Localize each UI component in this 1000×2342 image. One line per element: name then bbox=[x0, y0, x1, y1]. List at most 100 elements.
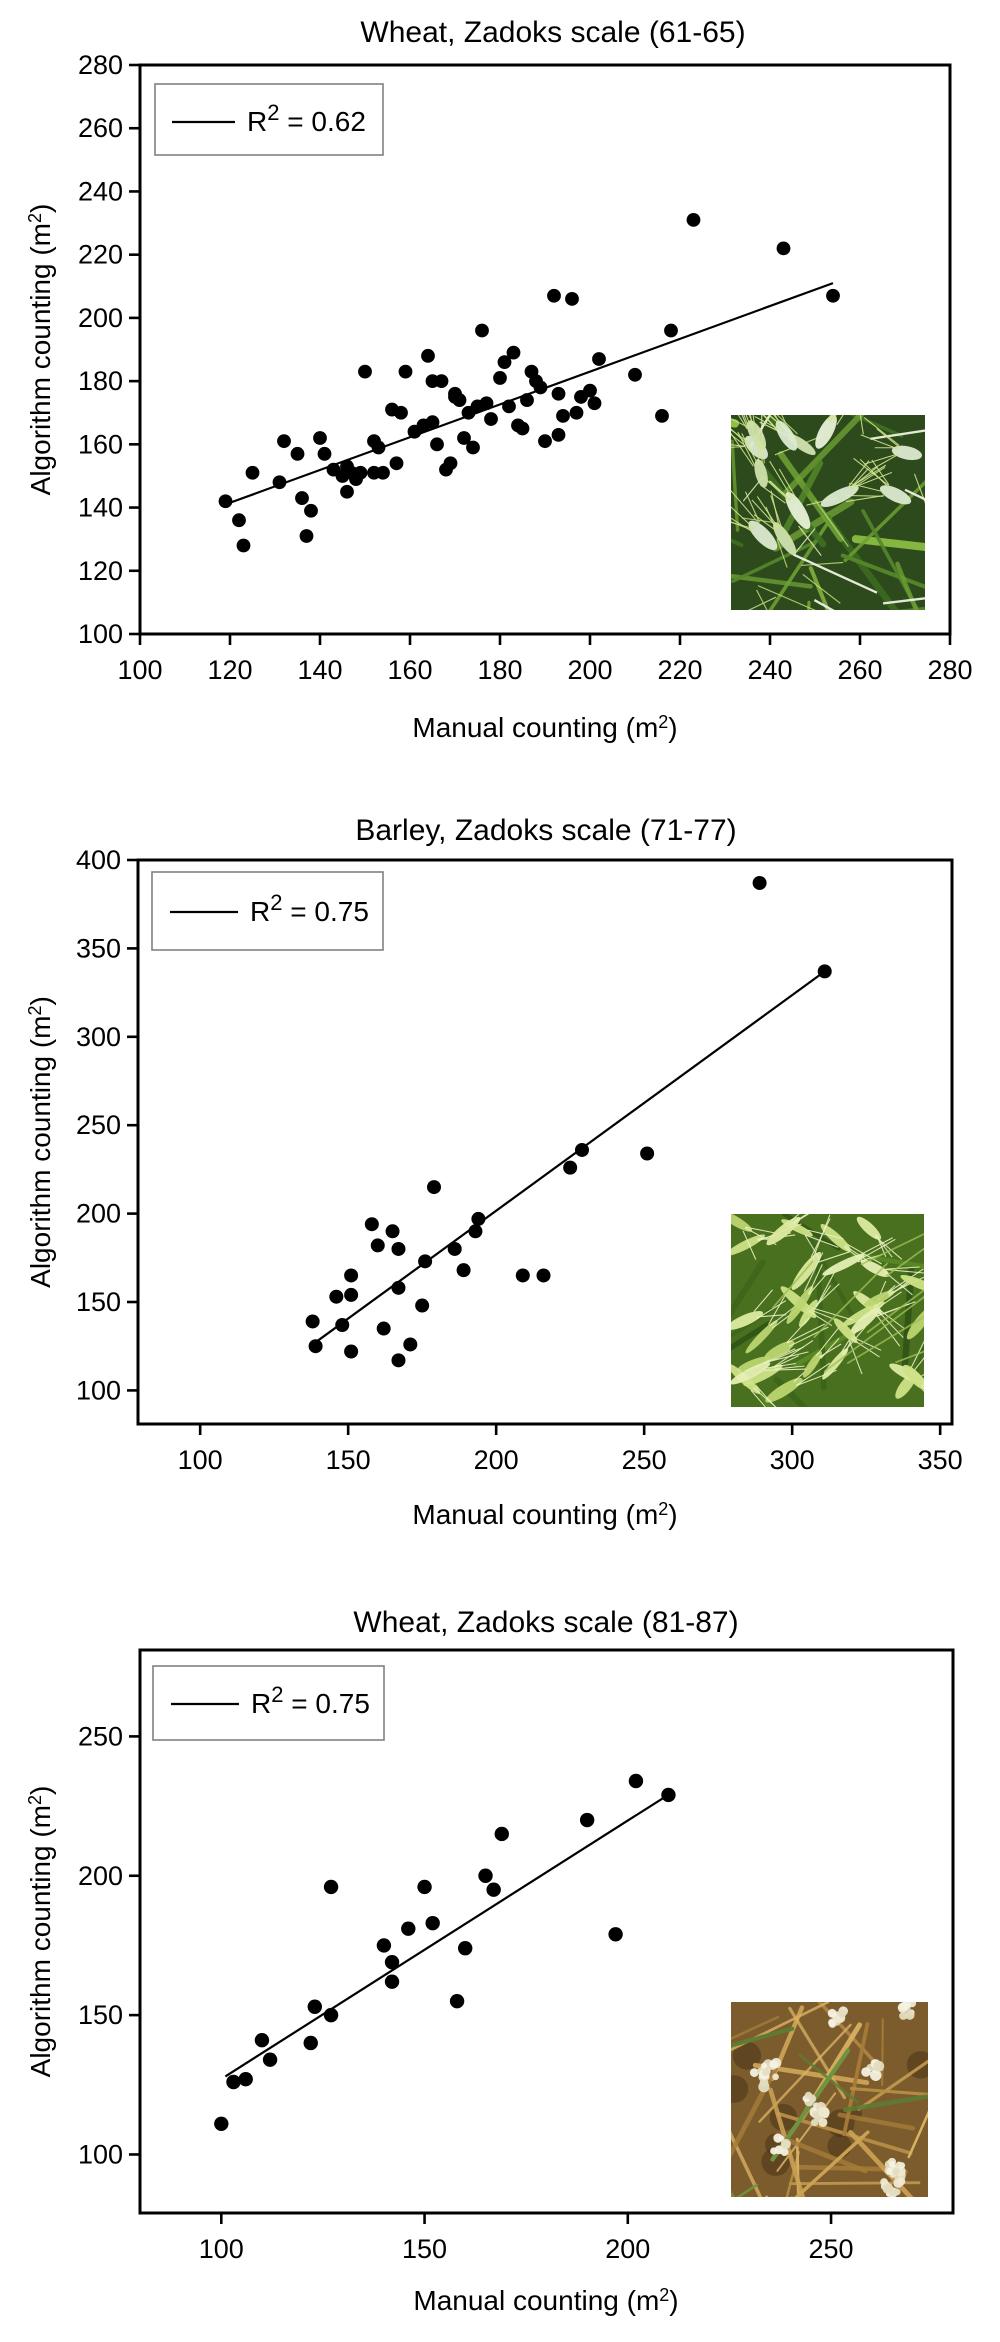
data-point bbox=[372, 441, 386, 455]
data-point bbox=[385, 1974, 399, 1988]
data-point bbox=[324, 1880, 338, 1894]
data-point bbox=[304, 2036, 318, 2050]
data-point bbox=[516, 422, 530, 436]
y-axis-label: Algorithm counting (m2) bbox=[25, 1786, 56, 2078]
data-point bbox=[507, 346, 521, 360]
inset-leaf bbox=[882, 2019, 883, 2085]
data-point bbox=[238, 2072, 252, 2086]
data-point bbox=[377, 1938, 391, 1952]
data-point bbox=[371, 1238, 385, 1252]
y-tick-label: 240 bbox=[78, 176, 123, 206]
data-point bbox=[385, 1955, 399, 1969]
data-point bbox=[480, 396, 494, 410]
plot-background bbox=[0, 783, 1000, 1560]
data-point bbox=[655, 409, 669, 423]
x-tick-label: 100 bbox=[117, 655, 162, 685]
data-point bbox=[583, 384, 597, 398]
y-tick-label: 150 bbox=[76, 1287, 121, 1317]
data-point bbox=[502, 400, 516, 414]
x-tick-label: 300 bbox=[770, 1445, 815, 1475]
data-point bbox=[377, 1322, 391, 1336]
data-point bbox=[246, 466, 260, 480]
data-point bbox=[358, 365, 372, 379]
data-point bbox=[495, 1827, 509, 1841]
data-point bbox=[565, 292, 579, 306]
x-tick-label: 350 bbox=[918, 1445, 963, 1475]
y-tick-label: 250 bbox=[78, 1721, 123, 1751]
data-point bbox=[475, 324, 489, 338]
x-tick-label: 150 bbox=[402, 2234, 447, 2264]
data-point bbox=[335, 1318, 349, 1332]
data-point bbox=[628, 368, 642, 382]
x-tick-label: 220 bbox=[657, 655, 702, 685]
data-point bbox=[537, 1268, 551, 1282]
x-tick-label: 100 bbox=[199, 2234, 244, 2264]
data-point bbox=[365, 1217, 379, 1231]
data-point bbox=[344, 1288, 358, 1302]
data-point bbox=[255, 2033, 269, 2047]
data-point bbox=[484, 412, 498, 426]
data-point bbox=[390, 456, 404, 470]
data-point bbox=[300, 529, 314, 543]
data-point bbox=[391, 1281, 405, 1295]
y-axis-label: Algorithm counting (m2) bbox=[25, 204, 56, 496]
x-tick-label: 120 bbox=[207, 655, 252, 685]
plot-background bbox=[0, 1565, 1000, 2337]
data-point bbox=[263, 2053, 277, 2067]
data-point bbox=[391, 1242, 405, 1256]
inset-shadow bbox=[827, 2134, 851, 2158]
legend-label: R2 = 0.62 bbox=[247, 100, 366, 137]
data-point bbox=[629, 1774, 643, 1788]
data-point bbox=[444, 456, 458, 470]
data-point bbox=[304, 504, 318, 518]
y-tick-label: 350 bbox=[76, 933, 121, 963]
y-tick-label: 200 bbox=[76, 1199, 121, 1229]
data-point bbox=[493, 371, 507, 385]
data-point bbox=[753, 876, 767, 890]
data-point bbox=[575, 1143, 589, 1157]
x-tick-label: 240 bbox=[747, 655, 792, 685]
data-point bbox=[486, 1882, 500, 1896]
data-point bbox=[426, 415, 440, 429]
y-tick-label: 400 bbox=[76, 845, 121, 875]
data-point bbox=[399, 365, 413, 379]
data-point bbox=[421, 349, 435, 363]
x-axis-label: Manual counting (m2) bbox=[412, 1499, 677, 1530]
y-tick-label: 120 bbox=[78, 556, 123, 586]
x-tick-label: 200 bbox=[567, 655, 612, 685]
data-point bbox=[450, 1994, 464, 2008]
y-axis-label: Algorithm counting (m2) bbox=[25, 996, 56, 1288]
data-point bbox=[329, 1290, 343, 1304]
data-point bbox=[458, 1941, 472, 1955]
y-tick-label: 100 bbox=[78, 2139, 123, 2169]
x-axis-label: Manual counting (m2) bbox=[412, 712, 677, 743]
data-point bbox=[563, 1161, 577, 1175]
data-point bbox=[391, 1353, 405, 1367]
data-point bbox=[344, 1345, 358, 1359]
data-point bbox=[430, 437, 444, 451]
data-point bbox=[608, 1927, 622, 1941]
data-point bbox=[556, 409, 570, 423]
data-point bbox=[552, 387, 566, 401]
data-point bbox=[588, 396, 602, 410]
data-point bbox=[295, 491, 309, 505]
data-point bbox=[344, 1268, 358, 1282]
data-point bbox=[214, 2117, 228, 2131]
y-tick-label: 150 bbox=[78, 2000, 123, 2030]
data-point bbox=[354, 466, 368, 480]
data-point bbox=[291, 447, 305, 461]
data-point bbox=[324, 2008, 338, 2022]
y-tick-label: 100 bbox=[76, 1375, 121, 1405]
data-point bbox=[552, 428, 566, 442]
data-point bbox=[309, 1339, 323, 1353]
data-point bbox=[471, 1212, 485, 1226]
data-point bbox=[308, 2000, 322, 2014]
x-tick-label: 200 bbox=[605, 2234, 650, 2264]
data-point bbox=[415, 1299, 429, 1313]
data-point bbox=[318, 447, 332, 461]
data-point bbox=[376, 466, 390, 480]
inset-leaf bbox=[794, 2167, 886, 2169]
